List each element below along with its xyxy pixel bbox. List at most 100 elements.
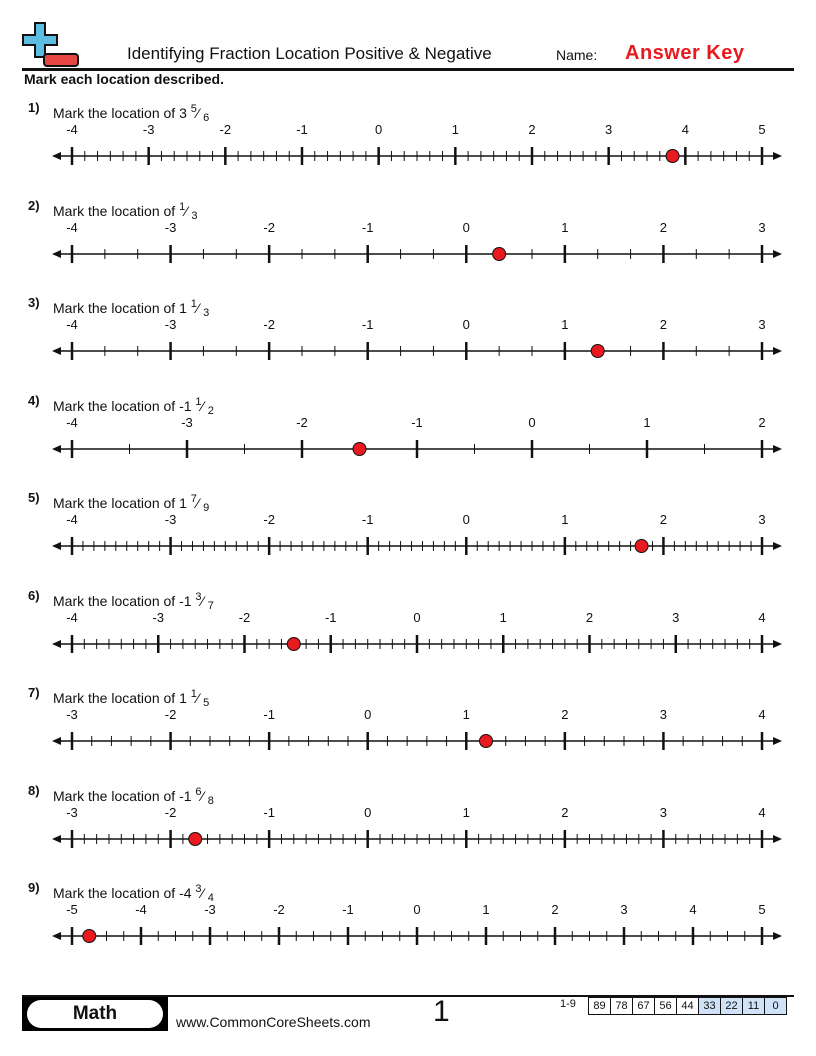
problem-prompt: Mark the location of -4 3⁄ 4 <box>53 883 214 904</box>
arrow-right-icon <box>773 444 782 453</box>
numerator: 1 <box>190 688 197 700</box>
prompt-text: Mark the location of <box>53 787 176 804</box>
number-line[interactable]: -4 -3 -2 -1 0 1 2 3 4 5 <box>0 114 816 174</box>
arrow-left-icon <box>52 152 61 160</box>
tick-label: -4 <box>66 122 78 137</box>
problem-number: 8) <box>28 782 40 798</box>
tick-label: -1 <box>296 122 308 137</box>
tick-label: -5 <box>66 902 78 917</box>
tick-label: 0 <box>463 512 470 527</box>
subject-label: Math <box>27 1000 163 1028</box>
whole-number: 3 <box>179 105 187 121</box>
tick-label: 5 <box>758 122 765 137</box>
score-cell: 89 <box>593 1000 606 1012</box>
prompt-text: Mark the location of <box>53 592 176 609</box>
tick-label: 3 <box>605 122 612 137</box>
numerator: 1 <box>190 298 197 310</box>
prompt-text: Mark the location of <box>53 885 176 901</box>
tick-label: -2 <box>165 707 177 722</box>
arrow-right-icon <box>773 152 782 160</box>
tick-label: 1 <box>643 415 650 430</box>
tick-label: 1 <box>482 902 489 917</box>
tick-label: 0 <box>463 317 470 332</box>
tick-label: 0 <box>364 805 371 820</box>
problem: 9) Mark the location of -4 3⁄ 4 -5 -4 -3 -2-… <box>0 880 816 977</box>
tick-label: -1 <box>362 220 374 235</box>
problem-prompt: Mark the location of 1 1⁄ 3 <box>53 298 210 319</box>
arrow-right-icon <box>773 639 782 648</box>
tick-label: -1 <box>342 902 354 917</box>
score-cell: 22 <box>720 998 742 1014</box>
tick-label: 4 <box>758 805 765 820</box>
arrow-left-icon <box>52 737 61 745</box>
number-line[interactable]: -4 -3 -2 -1 0 1 2 3 <box>0 504 816 564</box>
name-label: Name: <box>556 47 598 63</box>
tick-label: 4 <box>689 902 696 917</box>
tick-label: 1 <box>561 512 568 527</box>
problem-prompt: Mark the location of -1 3⁄ 7 <box>53 590 214 612</box>
tick-label: -3 <box>143 122 155 137</box>
tick-label: 3 <box>660 707 667 722</box>
problem: 5) Mark the location of 1 7⁄ 9 -4 -3 -2 -1 0 1… <box>0 490 816 587</box>
score-cell: 56 <box>654 998 676 1014</box>
answer-marker <box>286 636 301 651</box>
tick-label: -3 <box>165 512 177 527</box>
prompt-text: Mark the location of <box>53 495 176 511</box>
tick-label: -4 <box>135 902 147 917</box>
number-line[interactable]: -4 -3 -2 -1 0 1 2 <box>0 407 816 467</box>
number-line[interactable]: -5 -4 -3 -2 -1 0 1 2 3 4 5 <box>0 894 816 954</box>
denominator: 2 <box>207 404 214 417</box>
problem-number: 5) <box>28 490 40 505</box>
tick-label: 3 <box>758 220 765 235</box>
tick-label: 1 <box>452 122 459 137</box>
worksheet-title: Identifying Fraction Location Positive &… <box>127 44 492 63</box>
denominator: 5 <box>203 697 210 709</box>
problem: 1) Mark the location of 3 5⁄ 6 -4 -3 -2 -1 0 1… <box>0 100 816 197</box>
tick-label: 1 <box>463 707 470 722</box>
number-line[interactable]: -3 -2 -1 0 1 2 3 4 <box>0 797 816 857</box>
tick-label: 2 <box>660 512 667 527</box>
tick-label: 4 <box>682 122 689 137</box>
prompt-text: Mark the location of <box>53 300 176 316</box>
tick-label: 1 <box>561 317 568 332</box>
tick-label: 3 <box>758 512 765 527</box>
number-line[interactable]: -4 -3 -2 -1 0 1 2 3 4 <box>0 602 816 662</box>
footer-divider <box>22 995 794 997</box>
answer-marker <box>590 344 605 358</box>
score-cell: 67 <box>632 998 654 1014</box>
problem-number: 1) <box>28 100 40 115</box>
answer-marker <box>634 539 649 553</box>
tick-label: 3 <box>758 317 765 332</box>
arrow-left-icon <box>52 542 61 550</box>
problem: 8) Mark the location of -1 6⁄ 8 -3 -2 -1 0 1 2… <box>0 783 816 880</box>
problem: 7) Mark the location of 1 1⁄ 5 -3 -2 -1 0 1 2 3… <box>0 685 816 782</box>
site-url[interactable]: www.CommonCoreSheets.com <box>176 1014 371 1030</box>
tick-label: 0 <box>528 415 535 430</box>
number-line[interactable]: -4 -3 -2 -1 0 1 2 3 <box>0 309 816 369</box>
tick-label: -3 <box>204 902 216 917</box>
denominator: 4 <box>207 892 214 904</box>
number-line[interactable]: -3 -2 -1 0 1 2 3 4 <box>0 699 816 759</box>
score-cell: 44 <box>676 998 698 1014</box>
numerator: 3 <box>195 590 202 603</box>
arrow-left-icon <box>52 444 61 453</box>
denominator: 6 <box>203 112 210 124</box>
tick-label: -1 <box>362 317 374 332</box>
tick-label: 2 <box>660 317 667 332</box>
denominator: 8 <box>207 794 214 807</box>
tick-label: 3 <box>620 902 627 917</box>
arrow-right-icon <box>773 347 782 355</box>
number-line[interactable]: -4 -3 -2 -1 0 1 2 3 <box>0 212 816 272</box>
denominator: 3 <box>203 307 210 319</box>
problem-prompt: Mark the location of 1⁄ 3 <box>53 200 198 222</box>
prompt-text: Mark the location of <box>53 202 176 219</box>
whole-number: 1 <box>179 495 187 511</box>
answer-marker <box>82 929 97 943</box>
answer-marker <box>352 441 367 456</box>
arrow-right-icon <box>773 737 782 745</box>
problem-number: 9) <box>28 880 40 895</box>
problem-number: 2) <box>28 197 40 213</box>
tick-label: -4 <box>66 415 78 430</box>
problem: 4) Mark the location of -1 1⁄ 2 -4 -3 -2 -1 0… <box>0 393 816 490</box>
tick-label: 4 <box>758 707 765 722</box>
